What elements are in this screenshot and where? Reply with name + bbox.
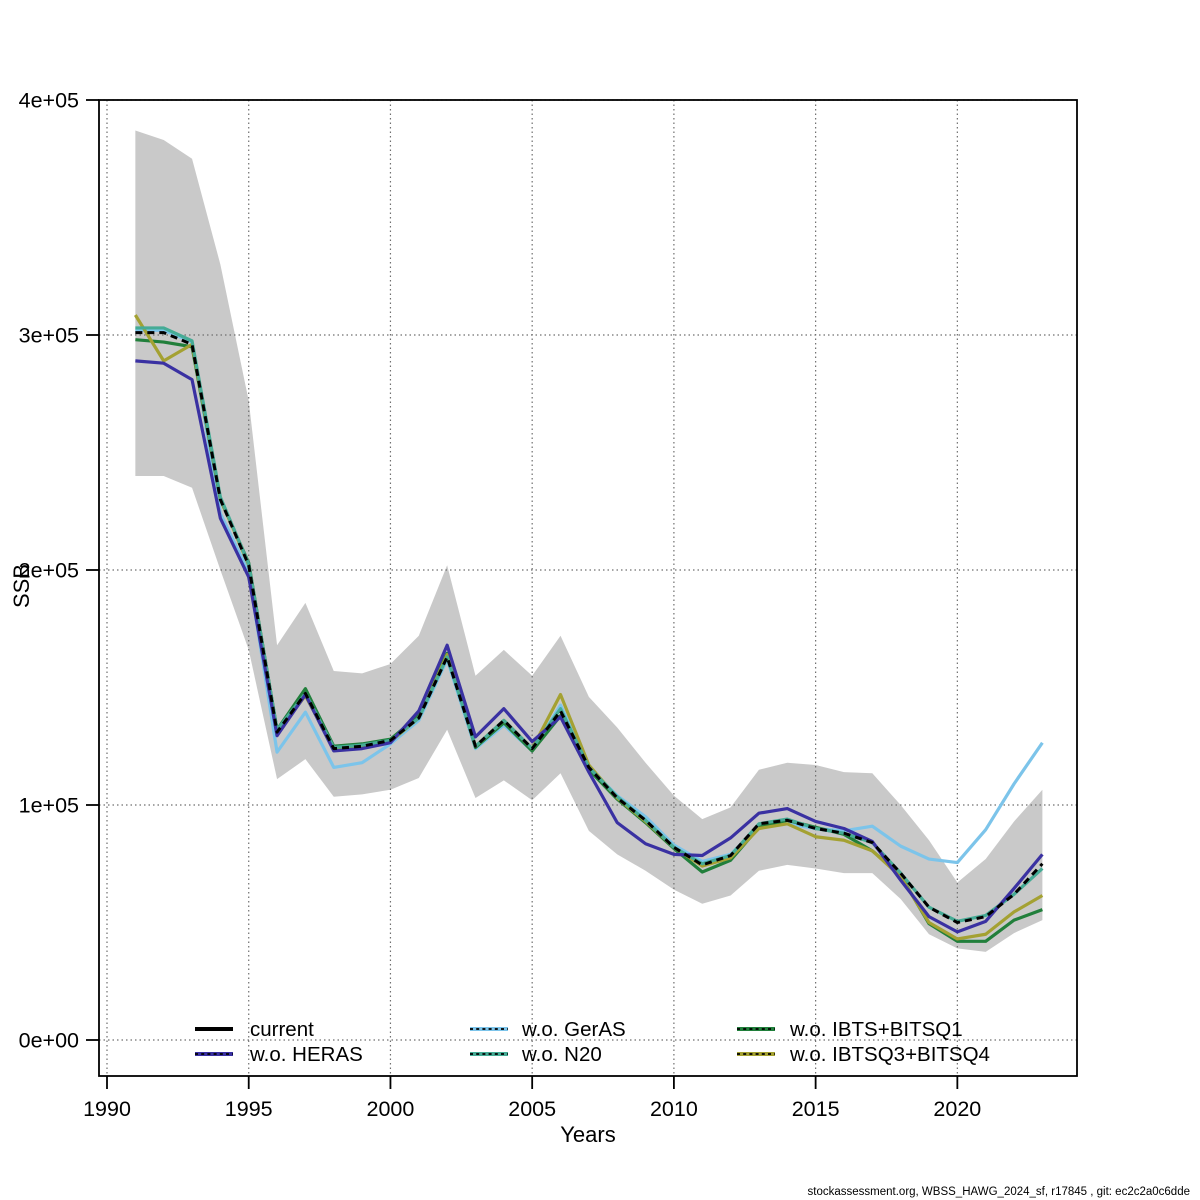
x-tick-label-2005: 2005	[508, 1097, 556, 1121]
legend-item-w-o-ibtsq3-bitsq4: w.o. IBTSQ3+BITSQ4	[737, 1043, 990, 1066]
legend-item-current: current	[195, 1018, 314, 1041]
plot-border	[98, 99, 1078, 1077]
y-axis-title: SSB	[9, 563, 34, 609]
y-tick-label-0e-00: 0e+00	[19, 1029, 79, 1053]
legend-label-w-o-ibtsq3-bitsq4: w.o. IBTSQ3+BITSQ4	[789, 1043, 990, 1066]
x-tick-label-1990: 1990	[83, 1097, 131, 1121]
legend-label-w-o-heras: w.o. HERAS	[249, 1043, 363, 1066]
legend-item-w-o-geras: w.o. GerAS	[470, 1018, 626, 1041]
legend-label-w-o-ibts-bitsq1: w.o. IBTS+BITSQ1	[789, 1018, 963, 1041]
legend-label-current: current	[250, 1018, 314, 1041]
series-line-w-o-heras	[135, 359, 1044, 934]
y-tick-label-2e-05: 2e+05	[19, 559, 79, 583]
x-tick-label-1995: 1995	[225, 1097, 273, 1121]
x-tick-label-2015: 2015	[792, 1097, 840, 1121]
confidence-band	[135, 130, 1043, 952]
series-line-current	[135, 331, 1044, 924]
footer-credit: stockassessment.org, WBSS_HAWG_2024_sf, …	[807, 1186, 1190, 1198]
legend-label-w-o-n20: w.o. N20	[521, 1043, 602, 1066]
legend-item-w-o-heras: w.o. HERAS	[195, 1043, 363, 1066]
y-tick-label-3e-05: 3e+05	[19, 324, 79, 348]
x-tick-label-2000: 2000	[367, 1097, 415, 1121]
x-tick-label-2010: 2010	[650, 1097, 698, 1121]
legend-item-w-o-ibts-bitsq1: w.o. IBTS+BITSQ1	[737, 1018, 963, 1041]
x-tick-label-2020: 2020	[933, 1097, 981, 1121]
x-axis-title: Years	[560, 1122, 616, 1147]
y-tick-label-4e-05: 4e+05	[19, 89, 79, 113]
y-tick-label-1e-05: 1e+05	[19, 794, 79, 818]
legend-label-w-o-geras: w.o. GerAS	[521, 1018, 626, 1041]
legend-item-w-o-n20: w.o. N20	[470, 1043, 602, 1066]
